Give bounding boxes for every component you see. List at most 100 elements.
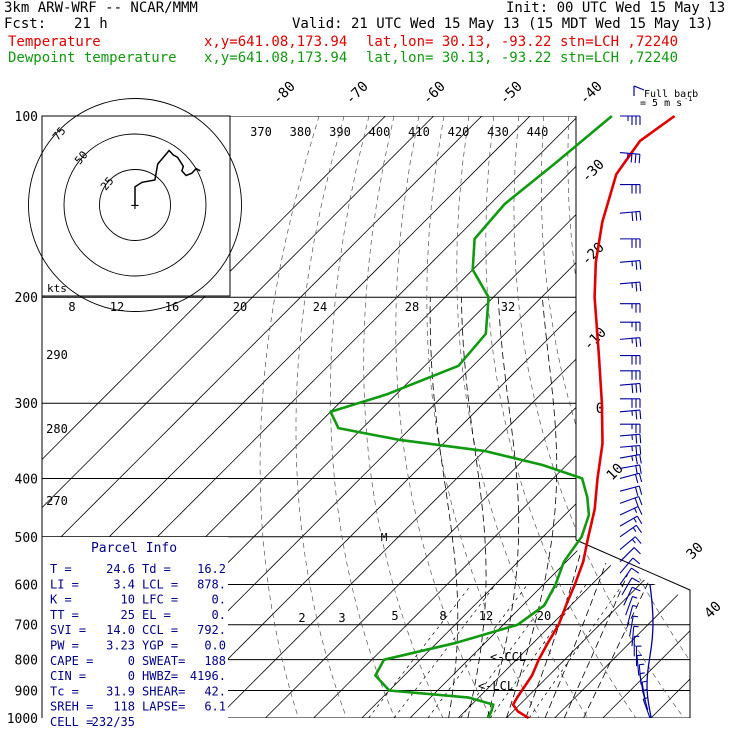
sounding-series	[329, 114, 676, 720]
barb-shaft	[619, 281, 640, 285]
isotherm	[42, 116, 483, 718]
param-value: 118	[113, 700, 135, 714]
barb-shaft	[621, 577, 633, 596]
moist-adiabat	[544, 297, 656, 718]
param-label: YGP =	[142, 639, 178, 653]
dew-legend-label: Dewpoint temperature	[8, 50, 177, 66]
theta-label: 440	[527, 125, 549, 139]
annotation-ccl: <-CCL	[490, 650, 526, 664]
dry-adiabat	[567, 116, 690, 718]
dry-adiabat	[426, 116, 540, 718]
param-value: 10	[121, 593, 135, 607]
temperature-line	[511, 114, 676, 720]
mixing-ratio-label: 8	[439, 609, 446, 623]
wind-barb	[619, 464, 642, 475]
mixing-ratio-label: 20	[233, 300, 247, 314]
mixing-ratio-label: 3	[338, 611, 345, 625]
param-value: 31.9	[106, 684, 135, 698]
barb-flag	[634, 474, 639, 484]
wind-legend-line2: = 5 m s	[640, 98, 682, 109]
wind-barb	[619, 382, 642, 394]
temp-legend-label: Temperature	[8, 34, 101, 50]
isotherm-label: -50	[497, 79, 526, 108]
param-label: TT =	[50, 608, 79, 622]
temp-legend-stn: stn=LCH ,72240	[560, 34, 679, 50]
barb-shaft	[619, 337, 640, 340]
barb-half-flag	[639, 672, 645, 675]
param-value: 4196.	[190, 669, 226, 683]
barb-flag	[636, 515, 643, 525]
mixing-ratio-label: 12	[110, 300, 124, 314]
mixing-ratio-label: 20	[537, 609, 551, 623]
wind-legend-superscript: -1	[684, 95, 692, 103]
pressure-tick-label: 600	[15, 578, 38, 593]
wind-barb	[625, 595, 638, 616]
moist-adiabat	[429, 297, 459, 718]
mixing-ratio-label: 5	[391, 609, 398, 623]
dry-adiabat	[668, 116, 690, 718]
dry-adiabat	[643, 116, 690, 718]
isotherm-label: -70	[343, 79, 372, 108]
barb-half-flag	[631, 538, 636, 544]
param-value: 16.2	[197, 562, 226, 576]
param-value: 14.0	[106, 623, 135, 637]
wind-barb	[631, 625, 639, 647]
hodograph-ring	[28, 98, 242, 312]
pressure-tick-label: 400	[15, 472, 38, 487]
wind-barb	[636, 654, 643, 676]
barb-flag	[639, 410, 642, 420]
wind-barb	[619, 409, 642, 420]
pressure-tick-label: 800	[15, 654, 38, 669]
moist-adiabat	[461, 297, 487, 718]
wind-barb	[619, 281, 642, 292]
wind-barb	[619, 557, 641, 574]
wind-barbs	[619, 115, 654, 719]
parcel-info-title: Parcel Info	[91, 541, 177, 556]
frame-right-lower	[575, 539, 691, 718]
param-label: LCL =	[142, 577, 178, 591]
dry-adiabat	[395, 116, 492, 718]
wind-barb	[621, 577, 640, 596]
param-label: CELL =	[50, 715, 93, 729]
moist-adiabat	[486, 297, 520, 718]
param-label: SREH =	[50, 700, 93, 714]
isotherm-label: 0	[596, 401, 604, 417]
param-label: EL =	[142, 608, 171, 622]
barb-flag	[637, 506, 643, 515]
param-label: Td =	[142, 562, 171, 576]
barb-flag	[631, 384, 634, 394]
barb-flag	[639, 383, 642, 393]
wind-barb	[619, 496, 643, 507]
barb-shaft	[623, 587, 633, 606]
wind-barb	[623, 586, 641, 606]
barb-flag	[635, 383, 638, 393]
barb-shaft	[619, 515, 638, 527]
wind-barb	[620, 321, 641, 332]
pressure-tick-label: 500	[15, 531, 38, 546]
param-value: 0.	[212, 608, 226, 622]
mixing-ratio-label: 24	[313, 300, 327, 314]
dry-adiabat	[593, 116, 690, 718]
barb-half-flag	[632, 604, 638, 608]
dry-adiabat	[456, 116, 588, 718]
moist-adiabat	[525, 297, 603, 718]
wind-barb	[639, 672, 645, 694]
barb-shaft	[626, 605, 634, 625]
barb-flag	[634, 536, 642, 544]
barb-shaft	[642, 699, 651, 719]
isotherm-label: -20	[579, 240, 608, 269]
barb-flag	[639, 337, 642, 347]
barb-flag	[639, 434, 642, 444]
barb-flag	[635, 260, 638, 270]
barb-shaft	[619, 472, 640, 479]
wind-barb	[619, 260, 642, 270]
barb-flag	[634, 486, 639, 496]
barb-flag	[639, 211, 642, 221]
isotherm-label: -10	[581, 325, 610, 354]
mixing-ratio-line	[489, 584, 587, 718]
param-label: CCL =	[142, 623, 178, 637]
parcel-info-box: Parcel Info T = 24.6 Td = 16.2 LI = 3.4 LCL = 87…	[42, 537, 228, 729]
param-label: SVI =	[50, 623, 86, 637]
isotherm	[42, 116, 434, 718]
isotherm-label: 30	[684, 540, 707, 563]
